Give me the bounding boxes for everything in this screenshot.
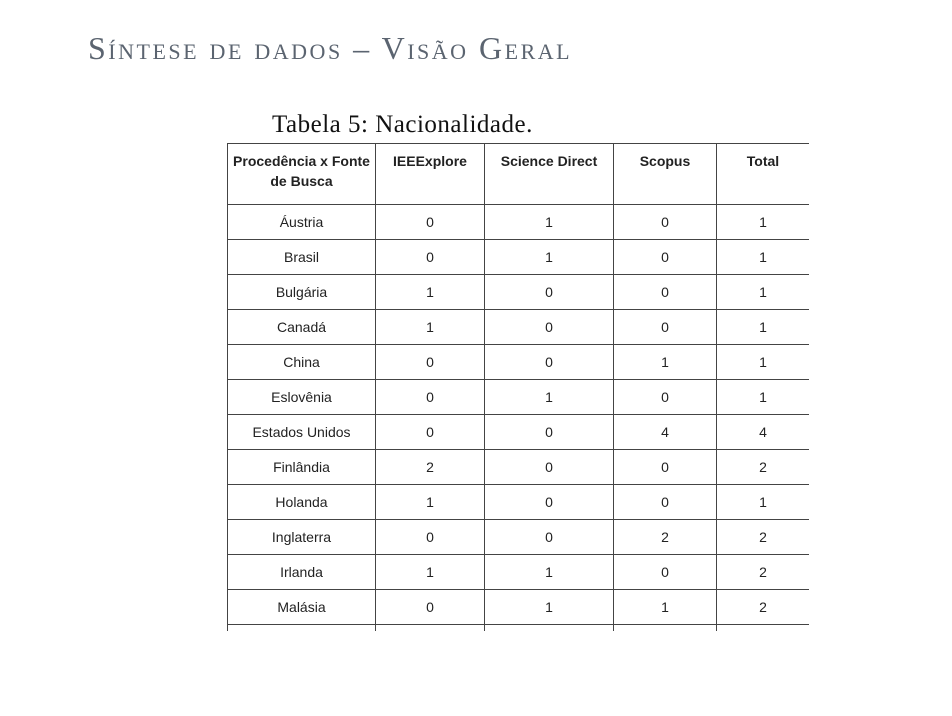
slide-title: Síntese de dados – Visão Geral <box>88 30 573 66</box>
cell-total: 1 <box>716 239 809 275</box>
cell-science-direct: 0 <box>484 449 614 485</box>
cell-country: Malásia <box>227 589 376 625</box>
cell-ieee: 0 <box>375 519 485 555</box>
cell-country: Inglaterra <box>227 519 376 555</box>
cell-scopus: 0 <box>613 449 717 485</box>
table-row: China 0 0 1 1 <box>227 344 809 380</box>
cell-total: 1 <box>716 309 809 345</box>
table-row: Brasil 0 1 0 1 <box>227 239 809 275</box>
cell-scopus: 0 <box>613 484 717 520</box>
cell-country: Áustria <box>227 204 376 240</box>
header-science-direct: Science Direct <box>484 143 614 205</box>
cell-total: 1 <box>716 204 809 240</box>
cell-empty <box>484 624 614 631</box>
table-row-cutoff <box>227 624 809 631</box>
cell-science-direct: 0 <box>484 484 614 520</box>
nationality-table-container: Procedência x Fonte de Busca IEEExplore … <box>227 143 809 631</box>
table-row: Eslovênia 0 1 0 1 <box>227 379 809 415</box>
cell-ieee: 0 <box>375 204 485 240</box>
cell-total: 1 <box>716 344 809 380</box>
cell-ieee: 1 <box>375 274 485 310</box>
cell-scopus: 0 <box>613 239 717 275</box>
cell-country: Canadá <box>227 309 376 345</box>
cell-science-direct: 1 <box>484 379 614 415</box>
cell-country: China <box>227 344 376 380</box>
table-row: Irlanda 1 1 0 2 <box>227 554 809 590</box>
table-caption: Tabela 5: Nacionalidade. <box>272 111 533 138</box>
cell-country: Eslovênia <box>227 379 376 415</box>
table-row: Áustria 0 1 0 1 <box>227 204 809 240</box>
cell-country: Holanda <box>227 484 376 520</box>
cell-science-direct: 1 <box>484 239 614 275</box>
cell-ieee: 0 <box>375 344 485 380</box>
nationality-table: Procedência x Fonte de Busca IEEExplore … <box>227 143 809 631</box>
cell-scopus: 2 <box>613 519 717 555</box>
cell-science-direct: 0 <box>484 519 614 555</box>
table-row: Canadá 1 0 0 1 <box>227 309 809 345</box>
cell-total: 2 <box>716 589 809 625</box>
cell-scopus: 0 <box>613 379 717 415</box>
cell-scopus: 4 <box>613 414 717 450</box>
cell-scopus: 0 <box>613 204 717 240</box>
cell-country: Estados Unidos <box>227 414 376 450</box>
cell-ieee: 0 <box>375 414 485 450</box>
cell-country: Brasil <box>227 239 376 275</box>
cell-empty <box>613 624 717 631</box>
cell-country: Bulgária <box>227 274 376 310</box>
cell-country: Irlanda <box>227 554 376 590</box>
cell-scopus: 0 <box>613 274 717 310</box>
cell-scopus: 1 <box>613 344 717 380</box>
cell-ieee: 1 <box>375 484 485 520</box>
table-row: Inglaterra 0 0 2 2 <box>227 519 809 555</box>
cell-ieee: 1 <box>375 554 485 590</box>
cell-total: 1 <box>716 274 809 310</box>
cell-country: Finlândia <box>227 449 376 485</box>
cell-scopus: 0 <box>613 309 717 345</box>
cell-science-direct: 0 <box>484 309 614 345</box>
table-row: Malásia 0 1 1 2 <box>227 589 809 625</box>
cell-empty <box>227 624 376 631</box>
table-row: Estados Unidos 0 0 4 4 <box>227 414 809 450</box>
cell-ieee: 2 <box>375 449 485 485</box>
cell-empty <box>375 624 485 631</box>
cell-science-direct: 0 <box>484 274 614 310</box>
header-scopus: Scopus <box>613 143 717 205</box>
cell-ieee: 1 <box>375 309 485 345</box>
table-row: Bulgária 1 0 0 1 <box>227 274 809 310</box>
cell-total: 2 <box>716 519 809 555</box>
cell-science-direct: 1 <box>484 554 614 590</box>
cell-science-direct: 1 <box>484 589 614 625</box>
cell-science-direct: 1 <box>484 204 614 240</box>
table-row: Finlândia 2 0 0 2 <box>227 449 809 485</box>
header-origin: Procedência x Fonte de Busca <box>227 143 376 205</box>
cell-empty <box>716 624 809 631</box>
cell-scopus: 0 <box>613 554 717 590</box>
cell-science-direct: 0 <box>484 344 614 380</box>
cell-total: 2 <box>716 554 809 590</box>
cell-total: 1 <box>716 379 809 415</box>
cell-ieee: 0 <box>375 379 485 415</box>
table-header-row: Procedência x Fonte de Busca IEEExplore … <box>227 143 809 205</box>
header-ieee: IEEExplore <box>375 143 485 205</box>
cell-science-direct: 0 <box>484 414 614 450</box>
cell-scopus: 1 <box>613 589 717 625</box>
table-row: Holanda 1 0 0 1 <box>227 484 809 520</box>
cell-total: 1 <box>716 484 809 520</box>
cell-total: 2 <box>716 449 809 485</box>
cell-ieee: 0 <box>375 239 485 275</box>
cell-ieee: 0 <box>375 589 485 625</box>
header-total: Total <box>716 143 809 205</box>
cell-total: 4 <box>716 414 809 450</box>
